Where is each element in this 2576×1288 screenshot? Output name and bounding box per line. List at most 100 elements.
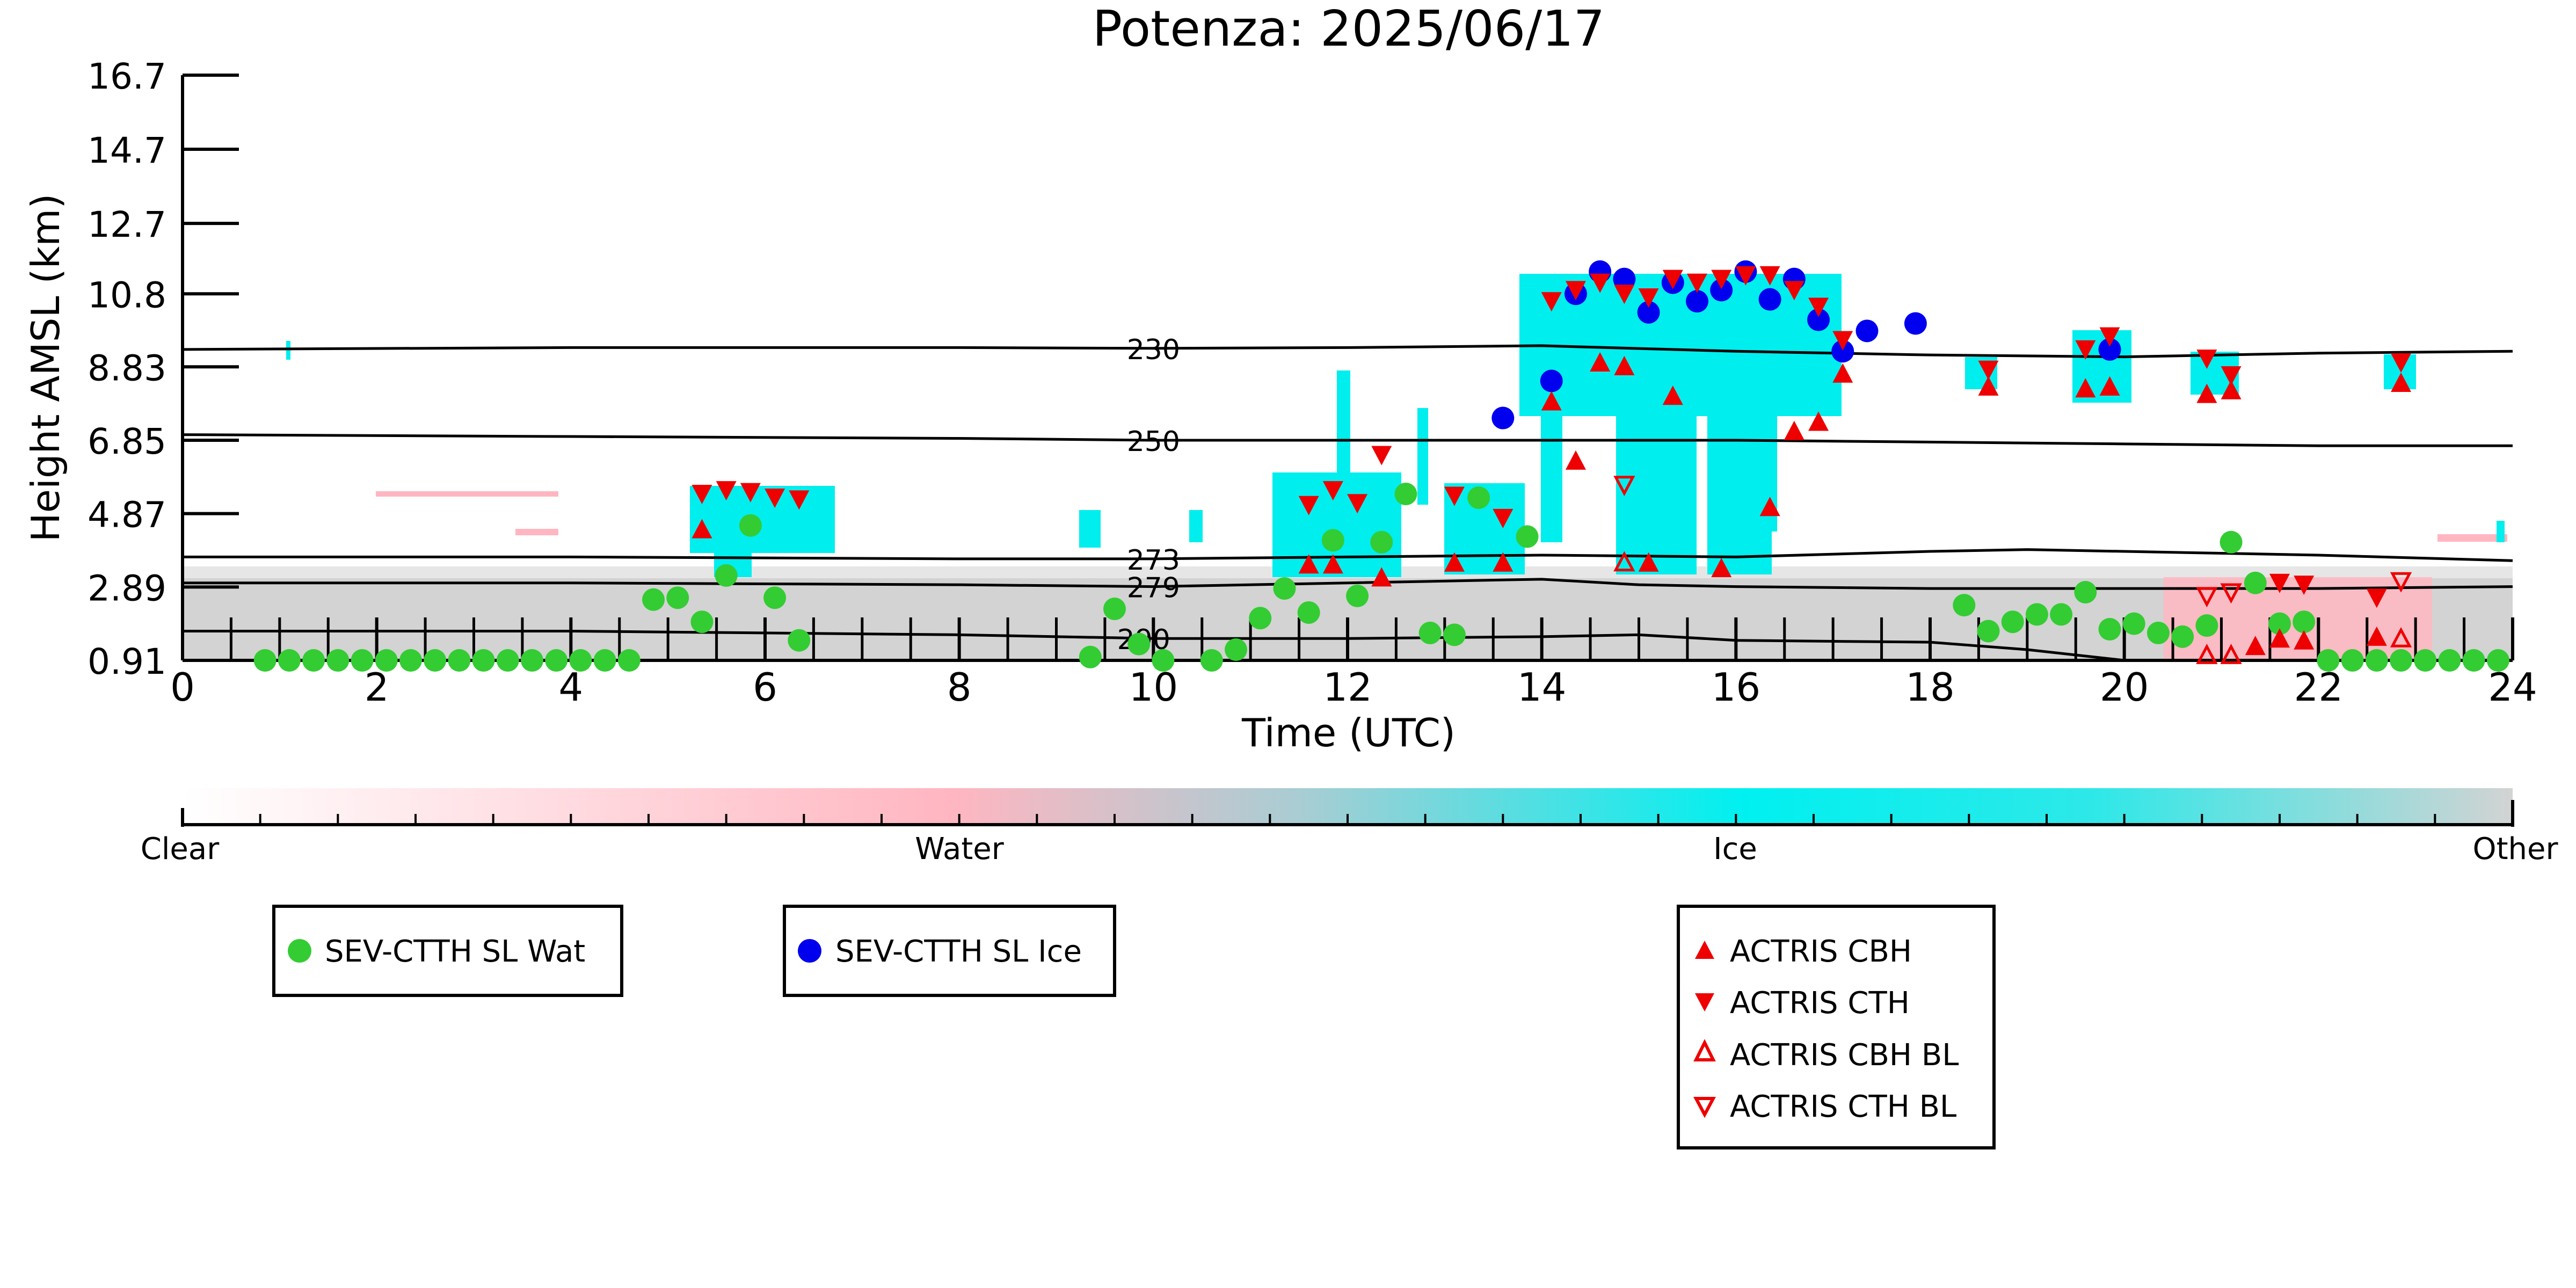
actris-cbh-point — [1784, 420, 1804, 440]
isotherm-line — [183, 578, 2513, 590]
water-height-point — [2074, 580, 2097, 603]
x-tick-label: 22 — [2294, 665, 2344, 710]
actris-cth-point — [2269, 573, 2290, 593]
water-patch-late — [2437, 534, 2507, 542]
actris-cbh-bl-point — [2390, 627, 2412, 647]
x-tick-label: 8 — [947, 665, 972, 710]
isotherm-line — [182, 433, 2513, 447]
legend-actris-cbh-label: ACTRIS CBH — [1730, 934, 1912, 969]
water-height-point — [1977, 620, 2000, 643]
ice-height-point — [1710, 279, 1733, 302]
x-tick-label: 14 — [1517, 665, 1567, 710]
actris-cbh-point — [1298, 554, 1319, 574]
legend-actris: ACTRIS CBH ACTRIS CTH ACTRIS CBH BL ACTR… — [1677, 905, 1996, 1149]
actris-cth-point — [2391, 353, 2412, 373]
actris-cth-point — [1298, 496, 1319, 515]
water-height-point — [1225, 638, 1248, 661]
actris-cbh-point — [1590, 352, 1611, 372]
y-tick-label: 10.8 — [88, 274, 166, 316]
actris-cth-point — [1711, 270, 1732, 289]
legend-water: SEV-CTTH SL Wat — [272, 905, 623, 997]
legend-ice-swatch — [798, 939, 821, 963]
water-height-point — [1370, 530, 1393, 554]
ice-height-point — [1613, 267, 1636, 290]
y-tick-label: 14.7 — [88, 130, 166, 171]
isotherm-line — [183, 548, 2513, 562]
ice-cloud-morning — [690, 486, 835, 553]
water-height-point — [375, 649, 398, 672]
water-height-point — [1443, 623, 1466, 646]
actris-cth-point — [1978, 360, 1999, 380]
ice-height-point — [1758, 288, 1781, 311]
x-tick-label: 12 — [1323, 665, 1372, 710]
actris-cth-point — [1735, 266, 1756, 286]
colorbar-label-water: Water — [915, 832, 1005, 867]
water-height-point — [278, 649, 301, 672]
actris-cth-point — [716, 481, 737, 501]
actris-cbh-point — [2391, 372, 2412, 392]
water-height-point — [1516, 525, 1539, 548]
actris-cbh-point — [2269, 628, 2290, 648]
water-height-point — [739, 514, 762, 537]
actris-cth-point — [1444, 486, 1465, 506]
water-height-point — [2438, 649, 2461, 672]
water-height-point — [1297, 601, 1320, 624]
isotherm-label: 230 — [1127, 334, 1180, 366]
water-height-point — [253, 649, 276, 672]
water-height-point — [2001, 610, 2024, 634]
actris-cbh-point — [1322, 554, 1343, 574]
actris-cth-bl-point — [2196, 587, 2218, 608]
actris-cbh-point — [2294, 630, 2315, 650]
water-height-point — [2098, 618, 2121, 641]
isotherm-label: 250 — [1127, 426, 1180, 458]
water-height-point — [1152, 649, 1175, 672]
water-height-point — [1127, 632, 1151, 656]
actris-cth-bl-point — [2220, 583, 2242, 604]
water-height-point — [2365, 649, 2388, 672]
colorbar-minor-ticks — [181, 814, 2514, 825]
actris-cbh-point — [1565, 450, 1586, 470]
legend-actris-cbh-bl-label: ACTRIS CBH BL — [1730, 1038, 1959, 1073]
actris-cth-point — [1614, 285, 1635, 304]
y-axis-label: Height AMSL (km) — [23, 194, 68, 542]
actris-cbh-point — [1371, 567, 1392, 587]
water-height-point — [2220, 530, 2243, 554]
x-tick-label: 0 — [170, 665, 195, 710]
water-height-point — [496, 649, 519, 672]
water-height-point — [788, 629, 811, 652]
actris-cbh-point — [2366, 626, 2387, 646]
ice-cloud-midday-c — [1417, 408, 1428, 505]
actris-cth-bl-point — [2390, 572, 2412, 593]
water-height-point — [2122, 612, 2145, 635]
actris-cbh-point — [1832, 363, 1853, 383]
ice-cloud-midday-b — [1337, 370, 1350, 478]
actris-cbh-point — [1638, 552, 1659, 572]
water-height-point — [1249, 607, 1272, 630]
actris-cbh-point — [2245, 636, 2266, 656]
isotherm-label: 279 — [1127, 572, 1180, 605]
actris-cbh-point — [692, 519, 712, 539]
ice-height-point — [1807, 308, 1830, 331]
data-markers — [253, 260, 2509, 672]
legend-actris-cth-swatch — [1695, 993, 1714, 1012]
x-tick-label: 24 — [2488, 665, 2537, 710]
actris-cth-point — [789, 490, 810, 510]
ice-cloud-fleck-2 — [1079, 510, 1101, 548]
water-height-point — [351, 649, 374, 672]
water-height-point — [326, 649, 350, 672]
x-tick-label: 20 — [2100, 665, 2149, 710]
water-height-point — [2414, 649, 2437, 672]
actris-cth-point — [1662, 270, 1683, 289]
ice-cloud-fleck-4 — [2497, 521, 2505, 542]
y-tick-label: 8.83 — [88, 347, 166, 389]
actris-cth-point — [1541, 292, 1562, 312]
y-tick-label: 4.87 — [88, 494, 166, 536]
water-height-point — [715, 564, 738, 587]
colorbar-label-ice: Ice — [1713, 832, 1757, 867]
colorbar-label-other: Other — [2472, 832, 2558, 867]
y-axis-ticks: 0.91 2.89 4.87 6.85 8.83 10.8 12.7 14.7 16.7 — [88, 56, 239, 682]
water-patch-mid — [515, 529, 558, 535]
actris-cth-point — [1687, 273, 1707, 293]
ice-height-point — [2098, 338, 2121, 361]
